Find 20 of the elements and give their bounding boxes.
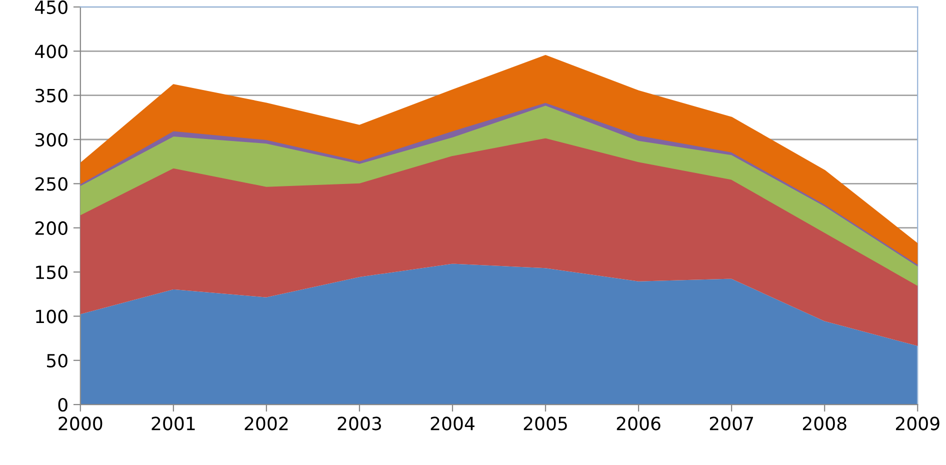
x-tick-label: 2009	[896, 416, 940, 430]
y-tick-label: 50	[47, 354, 68, 368]
y-tick-label: 200	[35, 221, 68, 235]
y-tick-label: 0	[58, 398, 68, 412]
x-tick-label: 2006	[616, 416, 660, 430]
x-tick-label: 2007	[710, 416, 754, 430]
y-tick-label: 400	[35, 44, 68, 58]
x-tick-label: 2001	[152, 416, 195, 430]
y-tick-label: 450	[35, 0, 68, 14]
y-tick-label: 150	[36, 265, 68, 280]
y-tick-label: 250	[35, 177, 68, 191]
x-tick-label: 2003	[338, 416, 382, 430]
y-tick-label: 100	[36, 310, 68, 324]
y-tick-label: 350	[36, 88, 68, 102]
x-tick-label: 2004	[430, 416, 474, 430]
x-tick-label: 2008	[802, 416, 846, 430]
x-tick-label: 2002	[244, 416, 288, 430]
x-tick-label: 2005	[524, 416, 567, 430]
y-tick-label: 300	[36, 132, 68, 147]
x-tick-label: 2000	[58, 416, 102, 430]
